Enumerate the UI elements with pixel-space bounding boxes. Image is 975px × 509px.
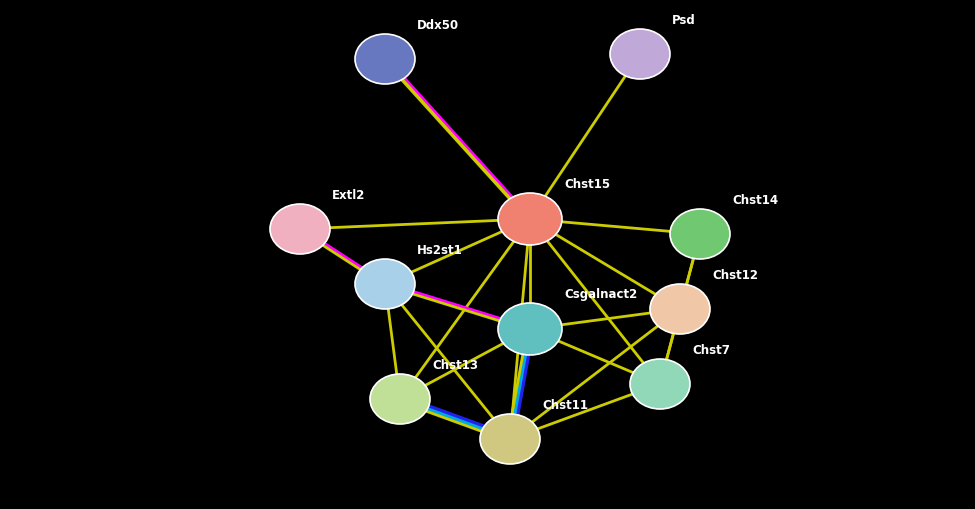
- Text: Csgalnact2: Csgalnact2: [564, 288, 638, 300]
- Text: Psd: Psd: [672, 14, 696, 27]
- Text: Chst15: Chst15: [564, 178, 610, 191]
- Ellipse shape: [370, 374, 430, 424]
- Text: Chst13: Chst13: [432, 358, 478, 371]
- Text: Chst14: Chst14: [732, 193, 778, 207]
- Ellipse shape: [650, 285, 710, 334]
- Ellipse shape: [270, 205, 330, 254]
- Ellipse shape: [498, 193, 562, 245]
- Text: Hs2st1: Hs2st1: [417, 243, 463, 257]
- Ellipse shape: [355, 260, 415, 309]
- Text: Chst7: Chst7: [692, 344, 730, 356]
- Ellipse shape: [498, 303, 562, 355]
- Text: Chst12: Chst12: [712, 268, 758, 281]
- Ellipse shape: [630, 359, 690, 409]
- Text: Extl2: Extl2: [332, 189, 366, 202]
- Ellipse shape: [670, 210, 730, 260]
- Text: Ddx50: Ddx50: [417, 19, 459, 32]
- Ellipse shape: [610, 30, 670, 80]
- Ellipse shape: [355, 35, 415, 85]
- Ellipse shape: [480, 414, 540, 464]
- Text: Chst11: Chst11: [542, 398, 588, 411]
